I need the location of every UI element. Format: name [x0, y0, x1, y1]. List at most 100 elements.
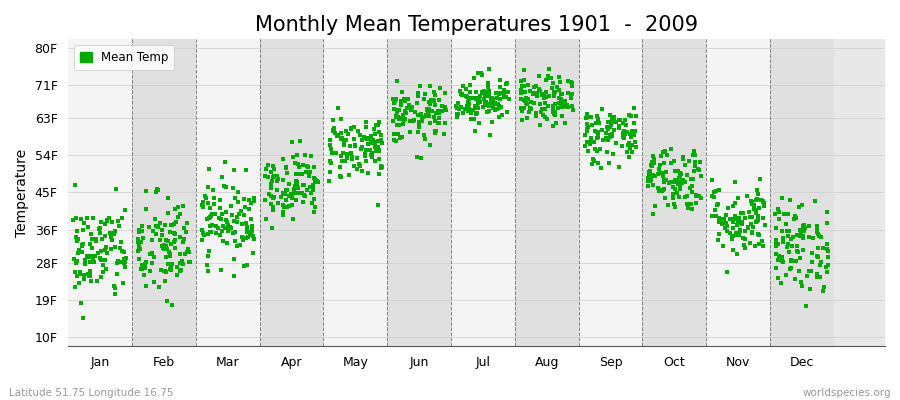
Point [206, 200, 220, 207]
Point [657, 160, 671, 166]
Point [198, 195, 212, 201]
Point [206, 187, 220, 194]
Point [152, 284, 166, 290]
Point [168, 219, 183, 225]
Point [731, 219, 745, 226]
Point [423, 97, 437, 103]
Point [118, 258, 132, 265]
Point [797, 222, 812, 228]
Point [590, 133, 605, 139]
Point [616, 129, 630, 136]
Point [297, 191, 311, 198]
Point [428, 102, 443, 108]
Point [449, 103, 464, 109]
Point [530, 93, 544, 99]
Point [580, 127, 594, 134]
Point [104, 234, 118, 240]
Point [595, 105, 609, 112]
Point [449, 114, 464, 120]
Point [75, 249, 89, 256]
Point [644, 177, 658, 183]
Point [586, 139, 600, 145]
Point [91, 250, 105, 256]
Point [93, 255, 107, 262]
Point [396, 116, 410, 123]
Point [132, 240, 147, 246]
Point [420, 107, 435, 113]
Point [692, 159, 706, 165]
Point [769, 265, 783, 271]
Point [473, 92, 488, 99]
Point [622, 153, 636, 160]
Point [336, 150, 350, 156]
Point [404, 106, 419, 113]
Point [554, 90, 569, 97]
Point [220, 219, 235, 226]
Point [427, 98, 441, 104]
Point [482, 83, 496, 90]
Point [108, 291, 122, 297]
Point [365, 137, 380, 143]
Point [643, 178, 657, 185]
Point [227, 218, 241, 224]
Point [355, 137, 369, 144]
Point [809, 229, 824, 236]
Point [372, 119, 386, 125]
Point [334, 174, 348, 180]
Point [723, 216, 737, 222]
Point [88, 252, 103, 259]
Point [519, 100, 534, 106]
Point [499, 93, 513, 100]
Point [811, 254, 825, 260]
Point [331, 105, 346, 111]
Point [462, 101, 476, 107]
Point [618, 131, 633, 138]
Point [98, 247, 112, 253]
Point [654, 153, 669, 160]
Point [174, 260, 188, 266]
Point [554, 91, 569, 97]
Point [612, 123, 626, 129]
Point [672, 177, 687, 183]
Point [245, 222, 259, 229]
Point [741, 224, 755, 231]
Point [726, 219, 741, 225]
Point [374, 137, 389, 143]
Point [758, 221, 772, 228]
Point [296, 199, 310, 205]
Point [326, 127, 340, 134]
Point [138, 261, 152, 267]
Point [603, 134, 617, 140]
Point [227, 167, 241, 174]
Point [335, 158, 349, 164]
Point [724, 235, 739, 242]
Point [226, 230, 240, 236]
Point [751, 231, 765, 237]
Point [462, 106, 476, 112]
Point [725, 203, 740, 210]
Point [301, 164, 315, 170]
Point [529, 111, 544, 118]
Point [724, 234, 739, 240]
Point [131, 229, 146, 236]
Point [221, 228, 236, 234]
Point [526, 91, 540, 97]
Point [655, 170, 670, 176]
Point [159, 237, 174, 243]
Point [607, 113, 621, 120]
Point [234, 208, 248, 214]
Point [69, 273, 84, 279]
Point [218, 225, 232, 232]
Point [459, 86, 473, 92]
Point [72, 280, 86, 286]
Point [667, 201, 681, 207]
Point [289, 197, 303, 204]
Point [464, 110, 479, 116]
Point [706, 212, 720, 219]
Point [173, 211, 187, 217]
Point [532, 73, 546, 79]
Point [144, 260, 158, 267]
Point [201, 231, 215, 238]
Point [373, 147, 387, 153]
Point [478, 88, 492, 95]
